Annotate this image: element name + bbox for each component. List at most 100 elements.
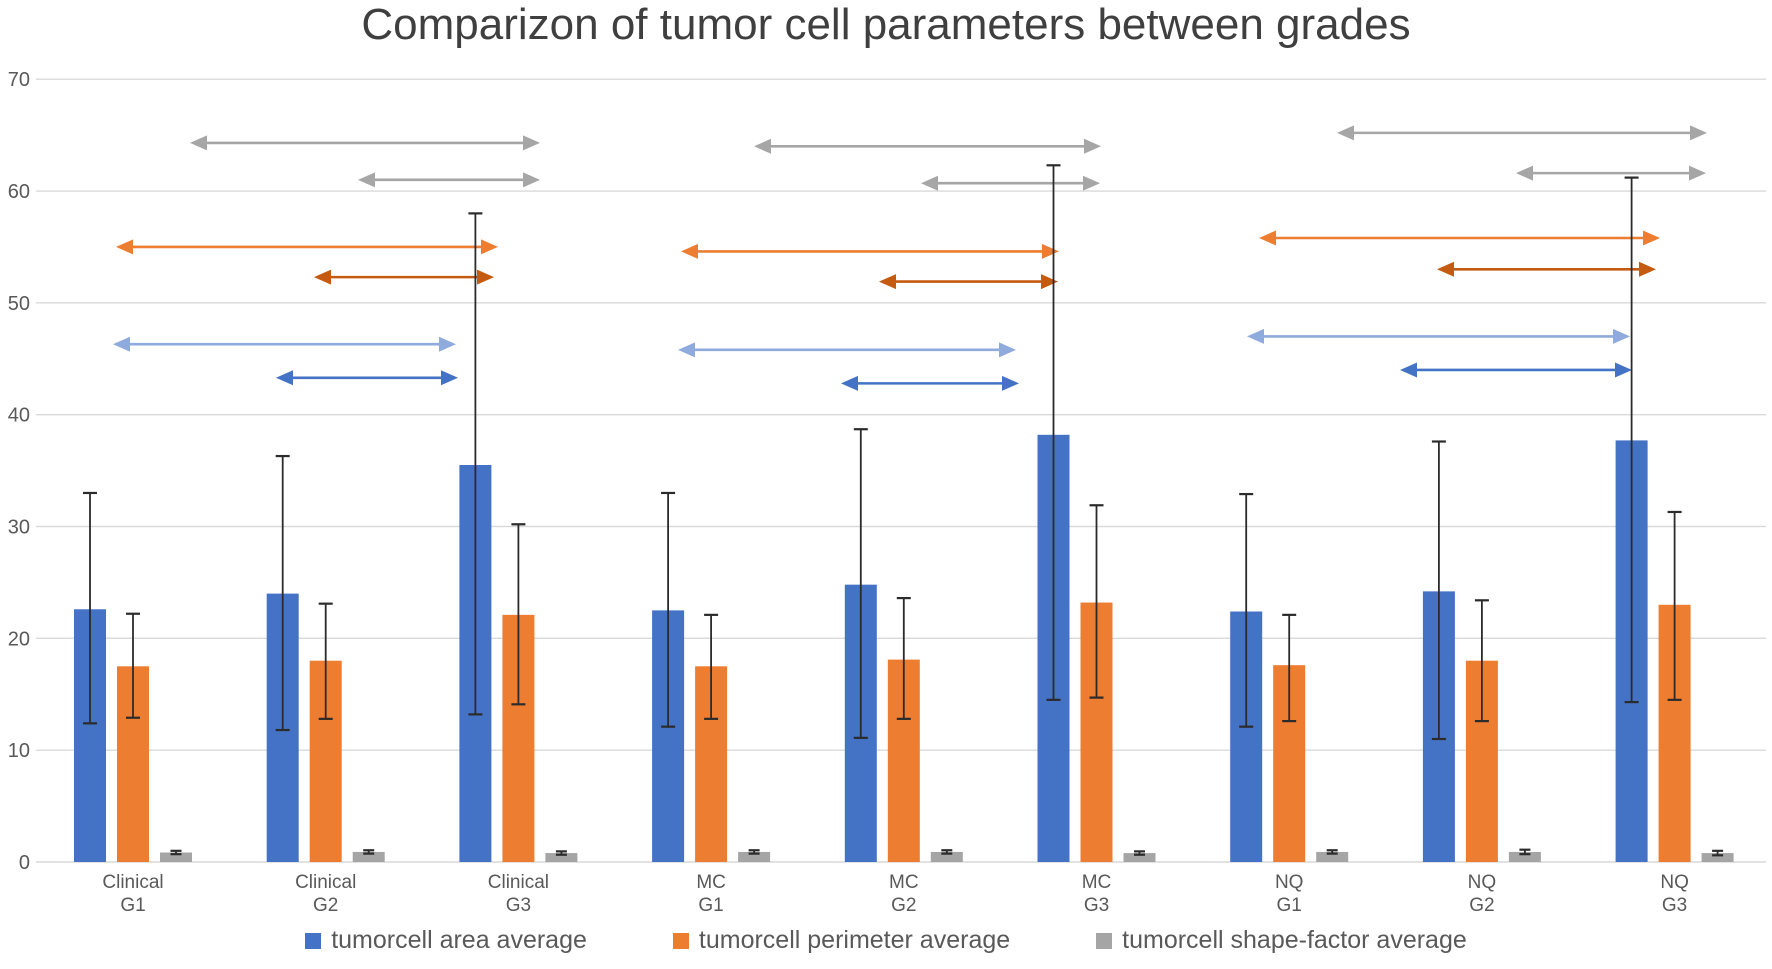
legend-swatch-area-icon <box>305 932 322 949</box>
bar-tumorcell-shape-factor-average-0 <box>160 852 192 862</box>
x-axis-label-5-line2: G3 <box>1084 895 1109 916</box>
error-bar-tumorcell-shape-factor-average-2 <box>555 850 567 856</box>
arrow-head-left <box>116 239 133 255</box>
bar-tumorcell-shape-factor-average-2 <box>545 853 578 862</box>
x-axis-label-1-line2: G2 <box>313 895 338 916</box>
x-axis-label-2-line2: G3 <box>506 895 531 916</box>
x-axis-label-7-line2: G2 <box>1469 895 1494 916</box>
error-bar-tumorcell-area-average-1 <box>275 454 290 732</box>
arrow-head-right <box>1084 138 1101 154</box>
significance-arrow-mc-g1-g3-area <box>678 342 1016 358</box>
y-tick-label-0: 0 <box>19 852 30 874</box>
x-axis-label-6-line1: NQ <box>1275 872 1304 893</box>
error-bar-tumorcell-shape-factor-average-7 <box>1519 848 1531 856</box>
error-bar-tumorcell-shape-factor-average-1 <box>363 849 375 855</box>
significance-arrow-clinical-g2-g3-area <box>276 370 458 386</box>
significance-arrow-nq-g2-g3-shape-factor <box>1516 165 1706 181</box>
legend-label-shape-factor: tumorcell shape-factor average <box>1122 926 1467 954</box>
arrow-head-left <box>113 336 130 352</box>
error-bar-tumorcell-perimeter-average-6 <box>1282 613 1297 723</box>
significance-arrow-clinical-g1-g3-shape-factor <box>190 135 540 151</box>
arrow-head-right <box>1613 328 1630 344</box>
arrow-head-left <box>678 342 695 358</box>
y-tick-label-20: 20 <box>8 628 30 650</box>
arrow-head-left <box>841 375 858 391</box>
x-axis-label-8-line2: G3 <box>1662 895 1687 916</box>
error-bar-tumorcell-shape-factor-average-5 <box>1134 850 1145 856</box>
x-axis-label-8-line1: NQ <box>1660 872 1689 893</box>
significance-arrow-nq-g1-g3-area <box>1247 328 1630 344</box>
y-tick-label-60: 60 <box>8 181 30 203</box>
arrow-head-left <box>879 274 896 290</box>
x-axis-label-0-line2: G1 <box>120 895 145 916</box>
y-tick-label-50: 50 <box>8 293 30 315</box>
error-bar-tumorcell-perimeter-average-7 <box>1474 599 1489 723</box>
significance-arrow-clinical-g1-g3-area <box>113 336 456 352</box>
arrow-head-right <box>439 336 456 352</box>
legend-swatch-shape-factor-icon <box>1096 932 1113 949</box>
arrow-head-right <box>1042 243 1059 259</box>
arrow-head-left <box>358 172 375 188</box>
legend-swatch-perimeter-icon <box>672 932 689 949</box>
error-bar-tumorcell-area-average-8 <box>1624 176 1639 704</box>
error-bar-tumorcell-area-average-0 <box>83 491 97 725</box>
significance-arrow-clinical-g1-g3-perimeter <box>116 239 498 255</box>
error-bar-tumorcell-perimeter-average-5 <box>1089 504 1104 699</box>
error-bar-tumorcell-shape-factor-average-0 <box>170 849 182 856</box>
error-bar-tumorcell-perimeter-average-2 <box>511 523 526 706</box>
legend-item-area: tumorcell area average <box>305 926 587 955</box>
significance-arrow-nq-g1-g3-shape-factor <box>1337 125 1707 141</box>
x-axis-label-3-line1: MC <box>696 872 726 893</box>
bar-tumorcell-shape-factor-average-5 <box>1123 853 1156 862</box>
bar-tumorcell-shape-factor-average-7 <box>1508 851 1541 862</box>
y-tick-label-30: 30 <box>8 517 30 539</box>
arrow-head-left <box>754 138 771 154</box>
bar-tumorcell-shape-factor-average-8 <box>1701 853 1734 862</box>
chart-legend: tumorcell area average tumorcell perimet… <box>0 926 1772 955</box>
x-axis-label-6-line2: G1 <box>1277 895 1302 916</box>
significance-arrow-mc-g1-g3-shape-factor <box>754 138 1101 154</box>
error-bar-tumorcell-area-average-6 <box>1239 492 1254 728</box>
x-axis-label-4-line1: MC <box>889 872 919 893</box>
error-bar-tumorcell-perimeter-average-8 <box>1667 510 1682 701</box>
error-bar-tumorcell-perimeter-average-3 <box>704 613 719 720</box>
arrow-head-right <box>1615 362 1632 378</box>
error-bar-tumorcell-perimeter-average-0 <box>126 612 140 719</box>
bar-tumorcell-shape-factor-average-4 <box>930 851 963 862</box>
arrow-head-left <box>1259 230 1276 246</box>
significance-arrow-mc-g2-g3-shape-factor <box>921 175 1100 191</box>
arrow-head-right <box>481 239 498 255</box>
y-tick-label-40: 40 <box>8 405 30 427</box>
bar-tumorcell-shape-factor-average-3 <box>738 851 771 862</box>
error-bar-tumorcell-perimeter-average-4 <box>896 596 911 720</box>
arrow-head-right <box>1639 261 1656 277</box>
legend-label-area: tumorcell area average <box>331 926 587 954</box>
error-bar-tumorcell-area-average-2 <box>468 212 483 716</box>
error-bar-tumorcell-area-average-5 <box>1046 164 1061 701</box>
error-bar-tumorcell-area-average-4 <box>853 428 868 739</box>
bar-tumorcell-shape-factor-average-6 <box>1316 851 1349 862</box>
arrow-head-left <box>1516 165 1533 181</box>
error-bar-tumorcell-area-average-3 <box>661 491 676 728</box>
arrow-head-left <box>1337 125 1354 141</box>
arrow-head-left <box>276 370 293 386</box>
x-axis-label-7-line1: NQ <box>1468 872 1497 893</box>
y-tick-label-10: 10 <box>8 740 30 762</box>
legend-item-shape-factor: tumorcell shape-factor average <box>1096 926 1467 955</box>
arrow-head-left <box>1247 328 1264 344</box>
arrow-head-left <box>314 269 331 285</box>
arrow-head-right <box>1689 165 1706 181</box>
x-axis-label-3-line2: G1 <box>698 895 723 916</box>
arrow-head-right <box>523 135 540 151</box>
legend-label-perimeter: tumorcell perimeter average <box>698 926 1011 954</box>
significance-arrow-clinical-g2-g3-shape-factor <box>358 172 540 188</box>
x-axis-label-5-line1: MC <box>1082 872 1112 893</box>
legend-item-perimeter: tumorcell perimeter average <box>672 926 1011 955</box>
x-axis-label-1-line1: Clinical <box>295 872 356 893</box>
arrow-head-right <box>1041 274 1058 290</box>
significance-arrow-clinical-g2-g3-perimeter <box>314 269 494 285</box>
arrow-head-right <box>1643 230 1660 246</box>
arrow-head-left <box>190 135 207 151</box>
